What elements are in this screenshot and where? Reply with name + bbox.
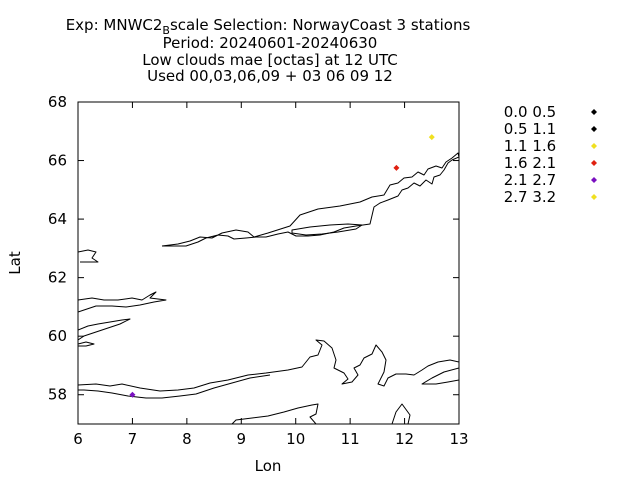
plot-area: 6 7 8 9 10 11 12 13 58 60 62 64 66 68 — [48, 93, 469, 448]
legend: 0.0 0.50.5 1.11.1 1.61.6 2.12.1 2.72.7 3… — [504, 103, 597, 206]
station-point — [393, 164, 400, 171]
x-tick-label: 12 — [395, 430, 414, 448]
y-tick-label: 68 — [48, 93, 67, 111]
x-tick-label: 10 — [286, 430, 305, 448]
legend-label: 1.1 1.6 — [504, 137, 556, 155]
title-line3: Low clouds mae [octas] at 12 UTC — [142, 51, 398, 69]
y-tick-label: 60 — [48, 327, 67, 345]
station-point — [428, 134, 435, 141]
coastline-mid-islet — [78, 341, 95, 347]
title-line2: Period: 20240601-20240630 — [163, 34, 378, 52]
coastline-mid-north — [78, 291, 167, 313]
station-point — [129, 391, 136, 398]
legend-marker — [591, 160, 597, 166]
x-axis-label: Lon — [255, 457, 282, 475]
axes: 6 7 8 9 10 11 12 13 58 60 62 64 66 68 — [48, 93, 469, 448]
y-tick-label: 62 — [48, 269, 67, 287]
y-axis-label: Lat — [6, 251, 24, 275]
coastline-south-inner — [78, 374, 271, 399]
legend-marker — [591, 194, 597, 200]
x-tick-label: 13 — [449, 430, 468, 448]
data-points — [129, 134, 435, 398]
title-line4: Used 00,03,06,09 + 03 06 09 12 — [147, 67, 393, 85]
legend-label: 1.6 2.1 — [504, 154, 556, 172]
coastline-south — [78, 339, 459, 392]
legend-label: 0.5 1.1 — [504, 120, 556, 138]
title-line1-suffix: scale Selection: NorwayCoast 3 stations — [170, 16, 471, 34]
legend-marker — [591, 126, 597, 132]
title-line1: Exp: MNWC2Bscale Selection: NorwayCoast … — [66, 16, 471, 37]
plot-frame — [77, 101, 460, 425]
coastline-southeast-tip — [391, 403, 411, 424]
title-line1-prefix: Exp: MNWC2 — [66, 16, 163, 34]
legend-marker — [591, 177, 597, 183]
legend-marker — [591, 143, 597, 149]
x-tick-label: 9 — [237, 430, 247, 448]
coastline — [78, 152, 459, 424]
y-tick-label: 66 — [48, 152, 67, 170]
coastline-north-island — [291, 223, 363, 236]
coastline-north — [161, 152, 459, 247]
legend-label: 2.7 3.2 — [504, 188, 556, 206]
coastline-sweden-south — [231, 403, 319, 424]
legend-label: 0.0 0.5 — [504, 103, 556, 121]
coastline-island-west — [78, 249, 99, 263]
legend-marker — [591, 109, 597, 115]
x-tick-label: 8 — [182, 430, 192, 448]
y-tick-label: 64 — [48, 210, 67, 228]
coastline-southeast — [421, 367, 459, 385]
x-tick-label: 7 — [128, 430, 138, 448]
title-line1-subscript: B — [162, 24, 170, 37]
x-tick-label: 6 — [73, 430, 83, 448]
legend-label: 2.1 2.7 — [504, 171, 556, 189]
x-tick-label: 11 — [341, 430, 360, 448]
coastline-mid-south — [78, 318, 131, 341]
y-tick-label: 58 — [48, 386, 67, 404]
